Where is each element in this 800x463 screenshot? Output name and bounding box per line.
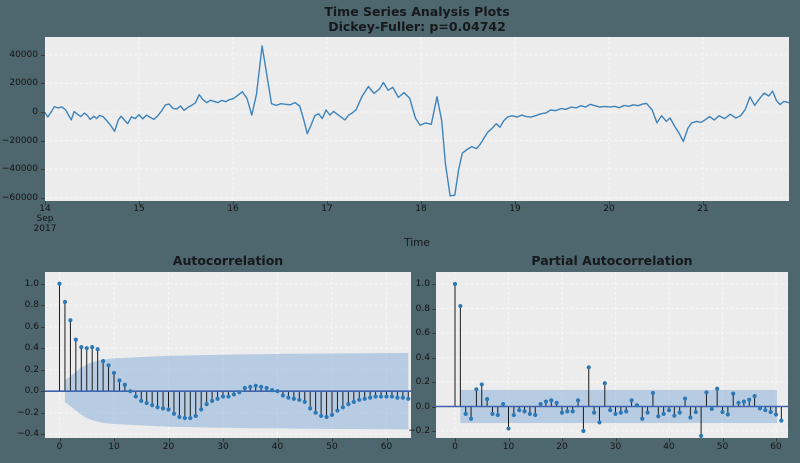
time-series-plot (45, 37, 789, 201)
tick-mark (432, 308, 436, 310)
ts-ytick: 20000 (9, 78, 38, 89)
pacf-xtick: 60 (770, 442, 782, 452)
figure-title: Time Series Analysis Plots Dickey-Fuller… (45, 4, 789, 34)
tick-mark (615, 438, 617, 442)
tick-mark (421, 201, 422, 205)
tick-mark (455, 438, 456, 442)
ts-xtick: 16 (227, 204, 239, 214)
tick-mark (233, 201, 234, 205)
pacf-xtick: 40 (663, 442, 675, 452)
tick-mark (722, 438, 724, 442)
ts-xtick: 20 (603, 204, 615, 214)
tick-mark (508, 438, 510, 442)
tick-mark (41, 140, 45, 142)
tick-mark (41, 112, 45, 113)
tick-mark (45, 201, 46, 205)
acf-ytick: 0.2 (24, 364, 39, 375)
tick-mark (41, 283, 45, 285)
acf-xtick: 10 (108, 442, 120, 452)
pacf-xtick: 0 (452, 442, 458, 452)
tick-mark (114, 438, 115, 442)
pacf-xtick: 20 (556, 442, 568, 452)
tick-mark (59, 438, 61, 442)
acf-xtick: 20 (162, 442, 175, 452)
pacf-ytick: 0.0 (415, 401, 430, 412)
acf-ytick: 0.6 (24, 321, 39, 332)
pacf-plot (436, 272, 788, 438)
tick-mark (41, 348, 45, 350)
tick-mark (432, 431, 436, 432)
pacf-ytick: 1.0 (415, 279, 430, 289)
ts-xtick-date: Sep (36, 214, 54, 224)
ts-ytick: −60000 (1, 192, 38, 203)
acf-ytick: 0.4 (24, 343, 39, 354)
tick-mark (41, 412, 45, 414)
tick-mark (432, 284, 436, 285)
tick-mark (776, 438, 777, 442)
tick-mark (41, 369, 45, 371)
pacf-ytick: 0.2 (415, 377, 430, 387)
ts-ytick: −20000 (1, 135, 38, 146)
tick-mark (41, 391, 45, 393)
tick-mark (139, 201, 140, 205)
acf-xtick: 30 (217, 442, 229, 452)
ts-xtick: 19 (509, 204, 521, 214)
acf-xtick: 60 (380, 442, 393, 452)
tick-mark (41, 326, 45, 328)
ts-ytick: 0 (32, 107, 38, 117)
pacf-ytick: 0.4 (415, 352, 430, 363)
acf-xtick: 50 (326, 442, 338, 452)
tick-mark (277, 438, 279, 442)
ts-xtick: 18 (415, 204, 427, 214)
ts-xtick-date: 2017 (33, 224, 57, 234)
acf-xtick: 0 (56, 442, 63, 452)
acf-title: Autocorrelation (172, 253, 284, 268)
ts-xtick: 15 (133, 204, 145, 214)
tick-mark (515, 201, 516, 205)
acf-ytick: 0.0 (24, 386, 39, 397)
tick-mark (669, 438, 670, 442)
pacf-xtick: 10 (502, 442, 515, 452)
pacf-xtick: 30 (609, 442, 622, 452)
tick-mark (41, 54, 45, 56)
ts-ytick: 40000 (9, 49, 38, 60)
tick-mark (41, 169, 45, 171)
tick-mark (432, 357, 436, 359)
acf-ytick: 1.0 (24, 278, 39, 289)
tick-mark (386, 438, 388, 442)
ts-xtick: 14 (39, 204, 51, 214)
ts-xtick: 17 (321, 204, 333, 214)
tick-mark (41, 197, 45, 199)
figure-title-line2: Dickey-Fuller: p=0.04742 (328, 18, 506, 34)
tick-mark (432, 333, 436, 334)
ts-xtick: 21 (697, 204, 709, 214)
tick-mark (562, 438, 563, 442)
tick-mark (332, 438, 333, 442)
tick-mark (609, 201, 610, 205)
pacf-ytick: 0.8 (415, 303, 430, 314)
tick-mark (432, 382, 436, 383)
acf-plot (45, 272, 411, 438)
acf-ytick: −0.2 (17, 407, 39, 418)
pacf-ytick: 0.6 (415, 328, 430, 338)
pacf-ytick: −0.2 (408, 426, 430, 436)
acf-ytick: −0.4 (17, 429, 39, 440)
acf-xtick: 40 (271, 442, 284, 452)
tick-mark (41, 305, 45, 307)
tick-mark (168, 438, 170, 442)
figure-title-line1: Time Series Analysis Plots (324, 4, 510, 19)
ts-ytick: −40000 (1, 164, 38, 175)
acf-ytick: 0.8 (24, 300, 39, 311)
tick-mark (223, 438, 224, 442)
time-axis-label: Time (404, 237, 430, 249)
tick-mark (41, 434, 45, 436)
tick-mark (432, 406, 436, 408)
pacf-title: Partial Autocorrelation (531, 253, 693, 268)
tick-mark (327, 201, 328, 205)
pacf-xtick: 50 (716, 442, 729, 452)
tick-mark (41, 83, 45, 85)
tick-mark (703, 201, 704, 205)
